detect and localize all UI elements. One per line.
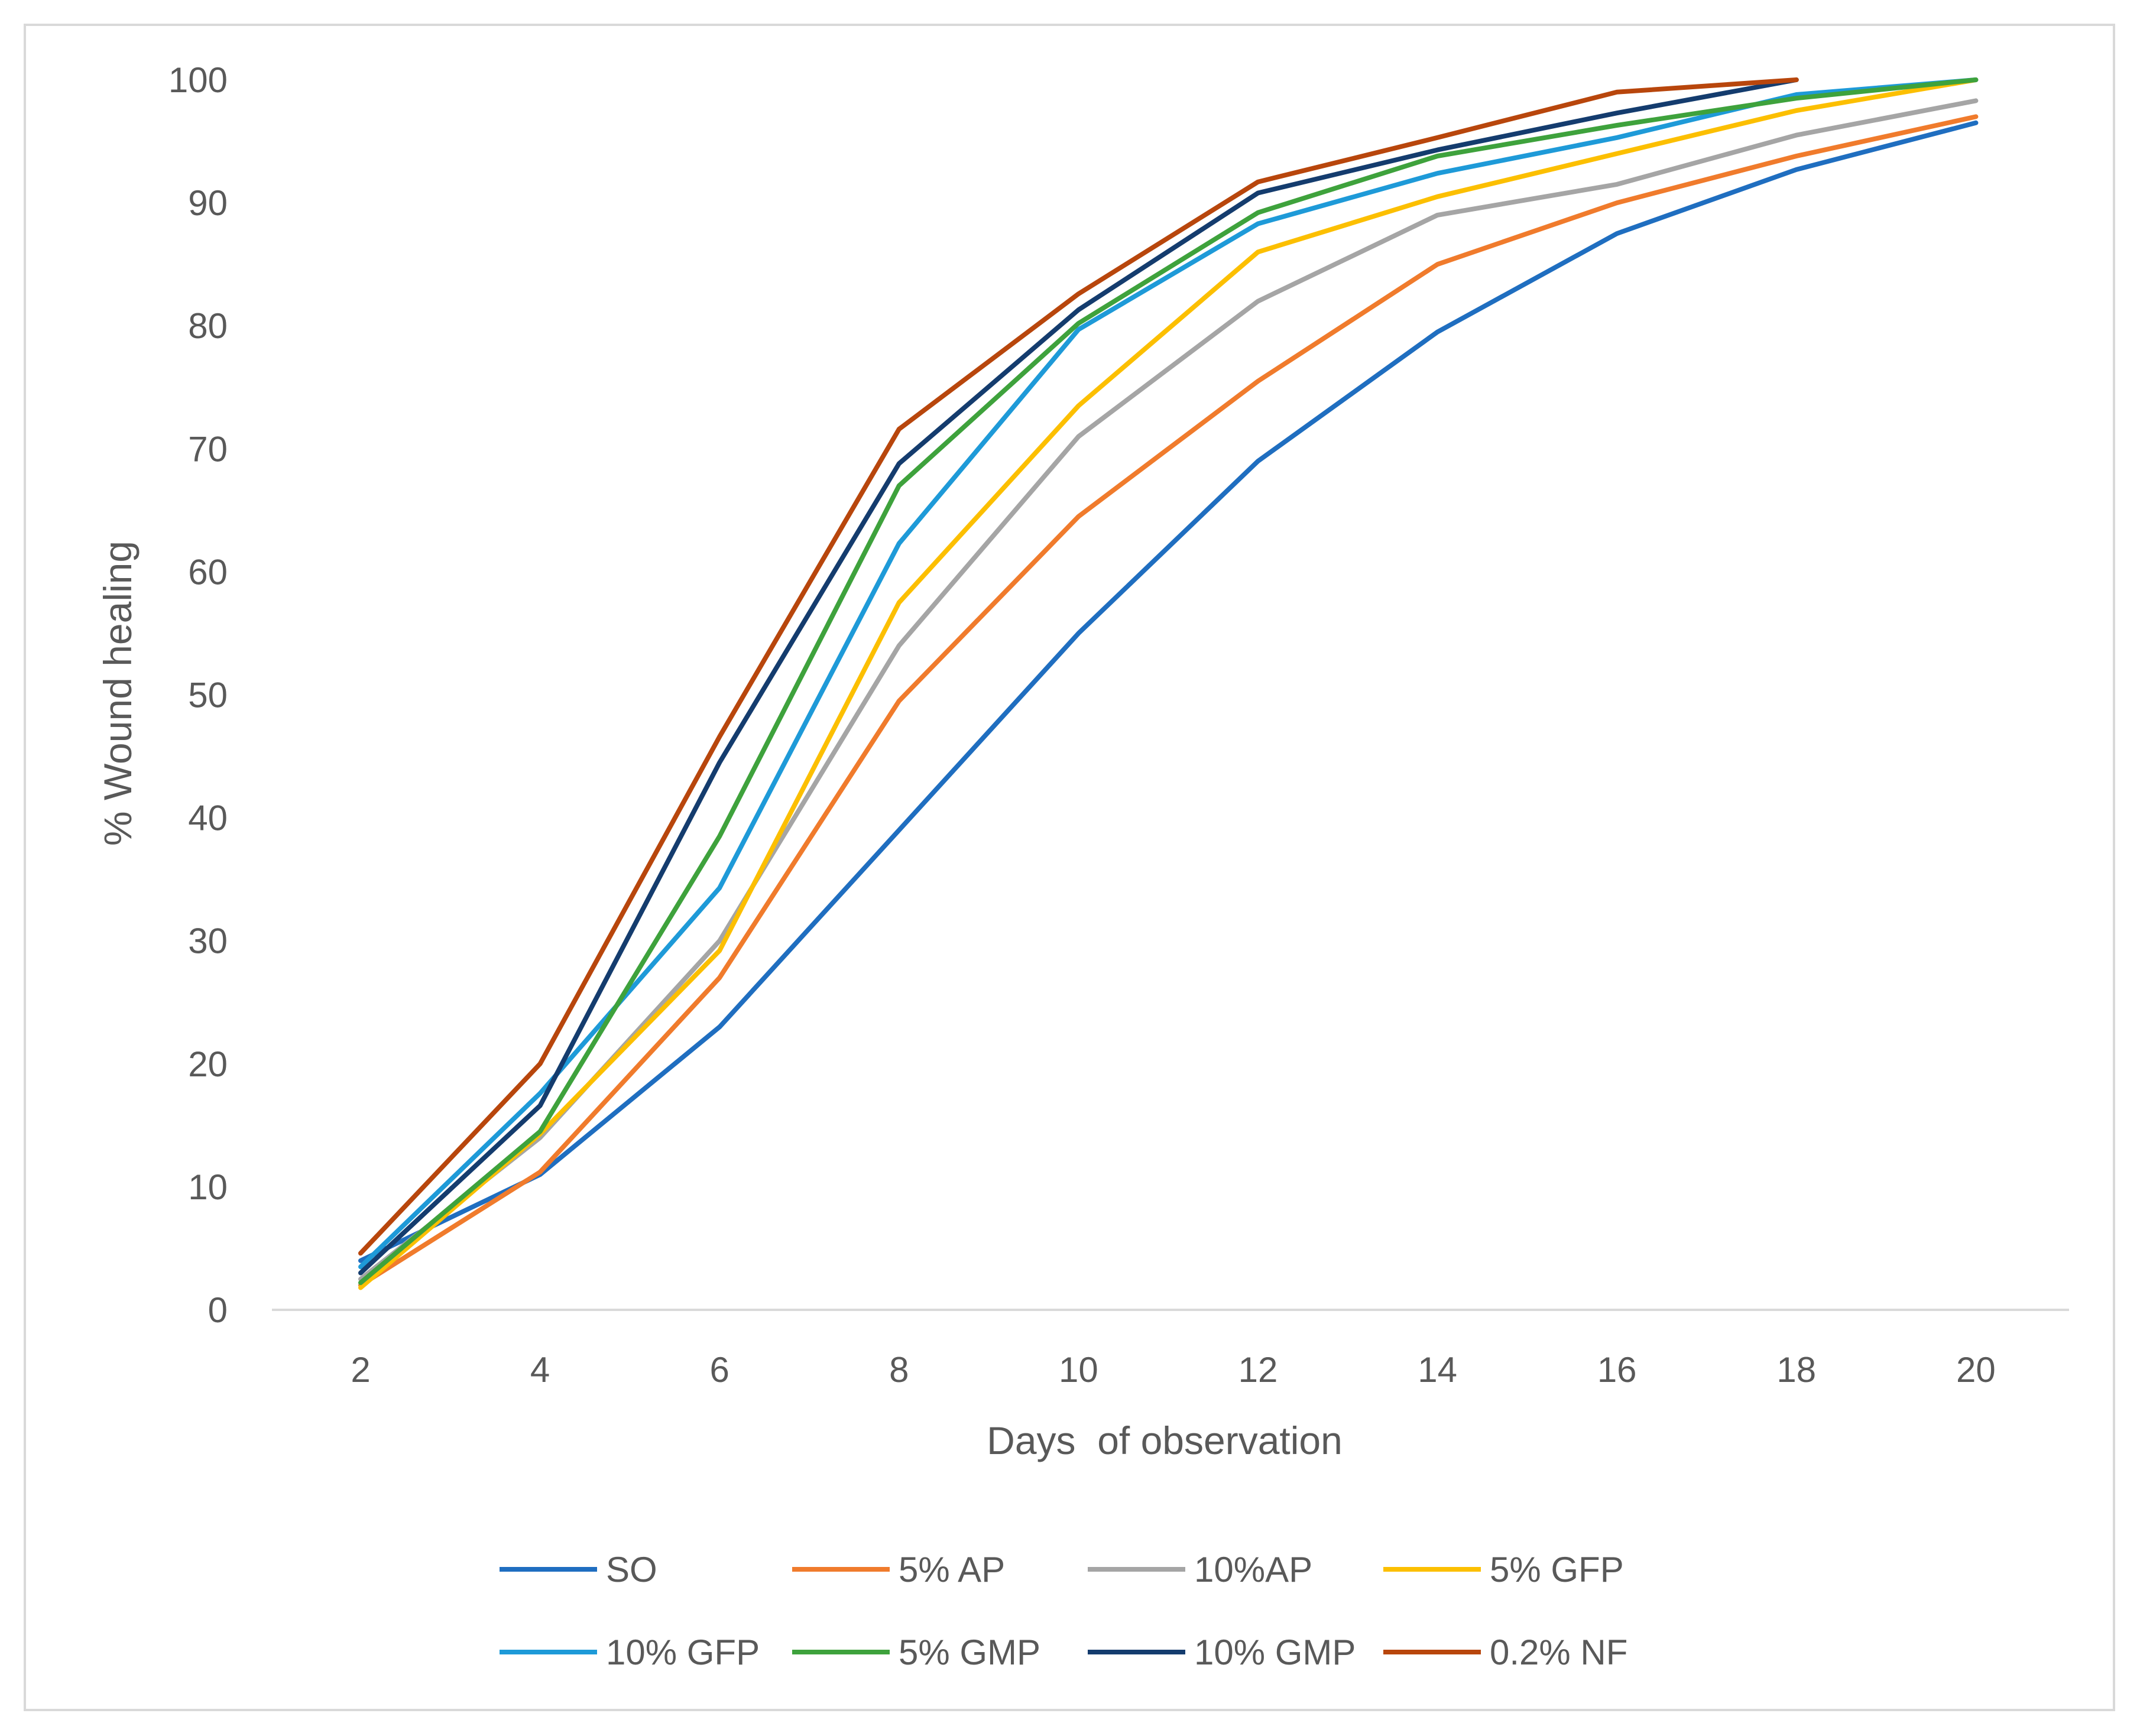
legend-label: 5% GMP — [899, 1633, 1040, 1672]
y-tick-label: 60 — [188, 552, 228, 592]
legend-item: 10% GMP — [1088, 1633, 1356, 1672]
series-line-0 — [358, 120, 1979, 1263]
x-tick-label: 2 — [351, 1350, 370, 1390]
legend-label: 10% GFP — [606, 1633, 760, 1672]
series-lines — [358, 77, 1979, 1290]
series-line-1 — [358, 114, 1979, 1288]
y-axis-ticks: 0 10 20 30 40 50 60 70 80 90 100 — [168, 60, 228, 1330]
y-axis-title: % Wound healing — [96, 541, 140, 846]
x-tick-label: 8 — [889, 1350, 909, 1390]
x-tick-label: 6 — [710, 1350, 729, 1390]
y-tick-label: 20 — [188, 1044, 228, 1084]
y-tick-label: 0 — [208, 1290, 228, 1330]
x-axis-ticks: 2 4 6 8 10 12 14 16 18 20 — [351, 1350, 1995, 1390]
legend-label: 5% AP — [899, 1550, 1005, 1589]
y-tick-label: 50 — [188, 676, 228, 715]
legend-item: 10%AP — [1088, 1550, 1312, 1589]
legend-item: 5% AP — [792, 1550, 1005, 1589]
legend-label: SO — [606, 1550, 657, 1589]
y-tick-label: 10 — [188, 1167, 228, 1207]
y-tick-label: 90 — [188, 183, 228, 223]
chart-frame — [24, 24, 2115, 1711]
series-line-7 — [358, 77, 1799, 1256]
series-line-3 — [358, 77, 1979, 1290]
series-line-6 — [358, 77, 1799, 1276]
x-tick-label: 20 — [1956, 1350, 1996, 1390]
x-tick-label: 10 — [1059, 1350, 1098, 1390]
legend-item: 5% GMP — [792, 1633, 1040, 1672]
legend-item: 5% GFP — [1383, 1550, 1624, 1589]
y-tick-label: 30 — [188, 921, 228, 961]
legend-label: 5% GFP — [1490, 1550, 1624, 1589]
x-tick-label: 18 — [1776, 1350, 1816, 1390]
legend-item: 0.2% NF — [1383, 1633, 1627, 1672]
x-tick-label: 4 — [530, 1350, 550, 1390]
series-line-5 — [358, 77, 1979, 1286]
y-tick-label: 100 — [168, 60, 228, 100]
legend-item: 10% GFP — [500, 1633, 760, 1672]
y-tick-label: 70 — [188, 429, 228, 469]
legend-label: 10%AP — [1194, 1550, 1312, 1589]
series-line-4 — [358, 77, 1979, 1270]
x-tick-label: 12 — [1238, 1350, 1278, 1390]
x-axis-title: Days of observation — [987, 1419, 1343, 1462]
legend: SO 5% AP 10%AP 5% GFP 10% GFP 5% GMP 10% GMP 0.… — [500, 1550, 1627, 1672]
legend-label: 0.2% NF — [1490, 1633, 1627, 1672]
legend-item: SO — [500, 1550, 657, 1589]
y-tick-label: 40 — [188, 799, 228, 838]
y-tick-label: 80 — [188, 306, 228, 346]
x-tick-label: 14 — [1418, 1350, 1457, 1390]
x-tick-label: 16 — [1597, 1350, 1637, 1390]
legend-label: 10% GMP — [1194, 1633, 1356, 1672]
